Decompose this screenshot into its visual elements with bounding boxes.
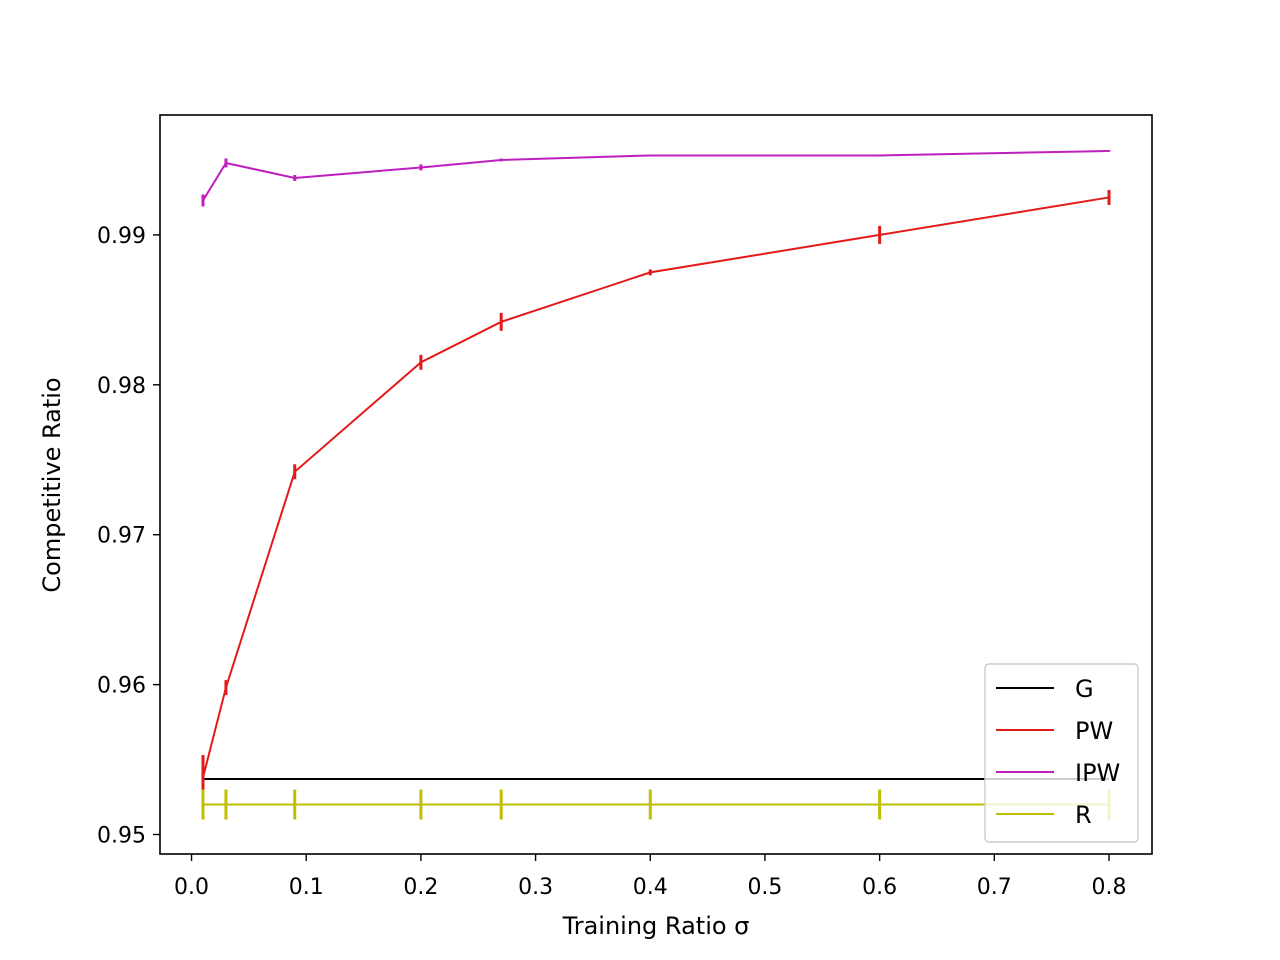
x-tick-label: 0.4 (633, 875, 668, 900)
series-r (201, 789, 1111, 820)
y-tick-label: 0.99 (97, 224, 146, 249)
x-axis-title: Training Ratio σ (562, 912, 750, 940)
x-tick-label: 0.8 (1091, 875, 1126, 900)
legend-label-g: G (1075, 675, 1094, 703)
legend-box (984, 663, 1139, 843)
y-tick-label: 0.95 (97, 824, 146, 849)
x-tick-label: 0.5 (747, 875, 782, 900)
x-tick-label: 0.0 (174, 875, 209, 900)
legend-label-pw: PW (1075, 717, 1113, 745)
series-line-pw (202, 196, 1110, 778)
x-tick-label: 0.6 (862, 875, 897, 900)
legend-label-ipw: IPW (1075, 759, 1120, 787)
x-tick-label: 0.1 (289, 875, 324, 900)
series-pw (201, 189, 1111, 801)
y-tick-label: 0.97 (97, 524, 146, 549)
legend-label-r: R (1075, 801, 1092, 829)
plot-frame (159, 114, 1153, 855)
y-tick-label: 0.96 (97, 674, 146, 699)
x-tick-label: 0.7 (977, 875, 1012, 900)
axes-layer: 0.0 0.1 0.2 0.3 0.4 0.5 0.6 0.7 0.8 0.95 0.96 0.97 0… (97, 224, 1126, 900)
x-tick-label: 0.2 (403, 875, 438, 900)
y-tick-label: 0.98 (97, 374, 146, 399)
legend: G PW IPW R (984, 663, 1139, 843)
series-line-ipw (202, 149, 1110, 201)
y-axis-title: Competitive Ratio (38, 377, 66, 592)
series-layer (201, 149, 1111, 820)
series-ipw (201, 149, 1111, 207)
x-tick-label: 0.3 (518, 875, 553, 900)
